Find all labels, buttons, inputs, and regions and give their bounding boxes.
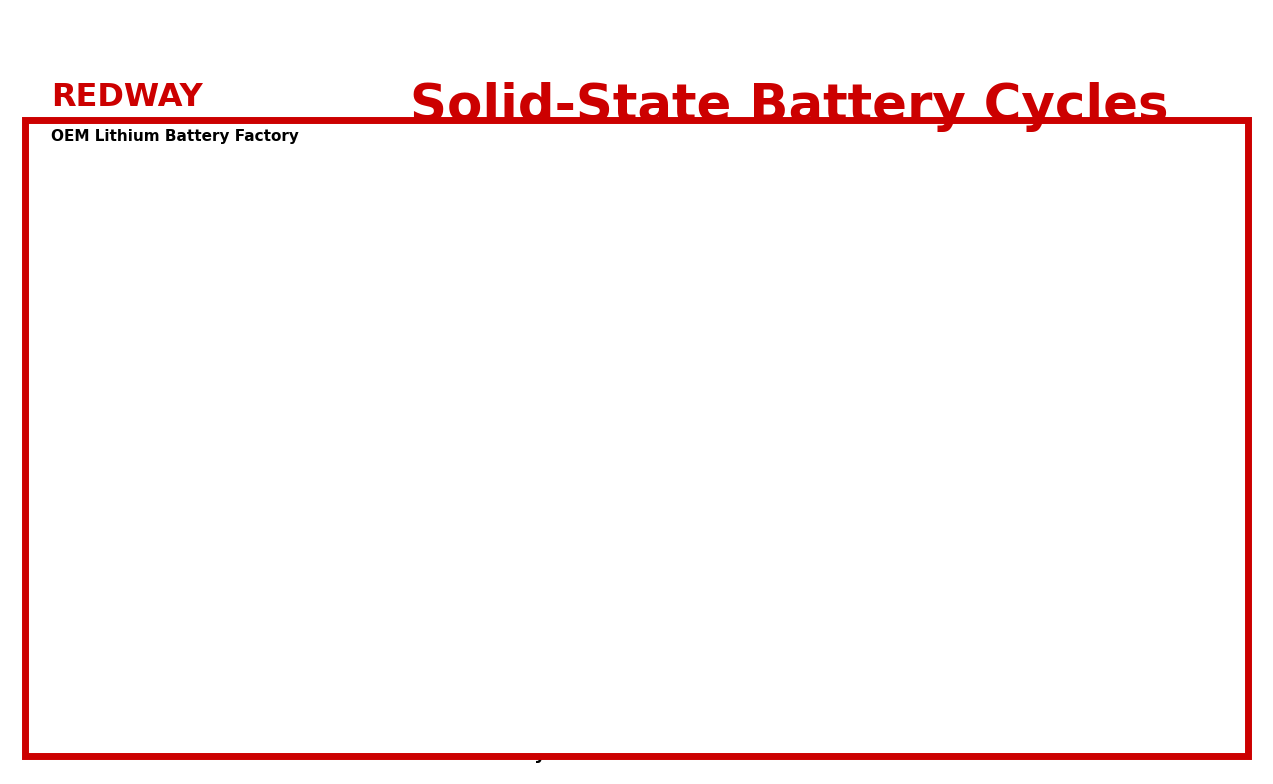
- Text: REDWAY: REDWAY: [51, 82, 202, 114]
- Y-axis label: Normalized capacity: Normalized capacity: [252, 339, 270, 524]
- Text: Solid-State Battery Cycles: Solid-State Battery Cycles: [410, 82, 1169, 132]
- X-axis label: Cycle number: Cycle number: [521, 746, 659, 764]
- FancyBboxPatch shape: [25, 120, 1248, 756]
- Text: OEM Lithium Battery Factory: OEM Lithium Battery Factory: [51, 129, 299, 144]
